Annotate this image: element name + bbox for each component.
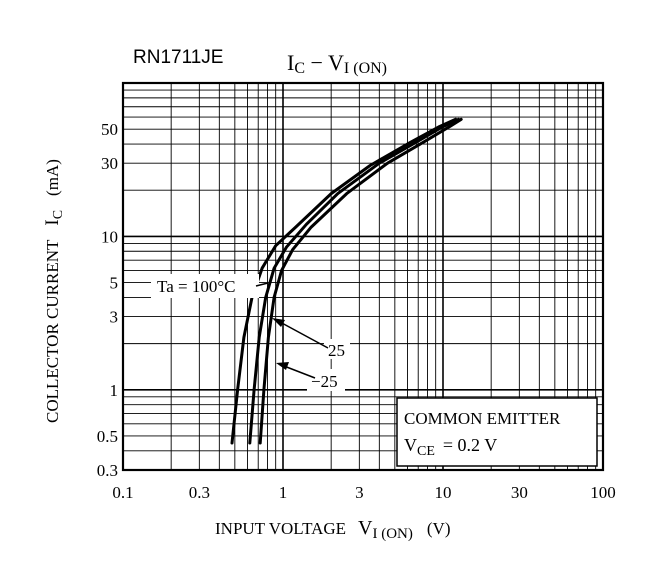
y-axis-label-sub: C xyxy=(51,210,66,219)
y-axis-label: COLLECTOR CURRENT IC (mA) xyxy=(42,159,66,423)
label-25: 25 xyxy=(328,341,345,360)
arrow-m25 xyxy=(283,365,316,379)
y-tick-label: 10 xyxy=(101,227,118,246)
arrowhead-25 xyxy=(272,318,285,327)
x-tick-label: 30 xyxy=(511,483,528,502)
label-bg-m25 xyxy=(307,369,345,391)
label-bg-25 xyxy=(324,339,350,359)
y-axis-label-i: I xyxy=(42,219,63,225)
y-tick-label: 30 xyxy=(101,154,118,173)
x-axis-label-v: V xyxy=(358,517,373,539)
annotation-value: = 0.2 V xyxy=(443,435,497,455)
x-tick-label: 0.3 xyxy=(189,483,210,502)
x-tick-label: 3 xyxy=(355,483,364,502)
y-tick-labels: 0.3 0.5 1 3 5 10 30 50 xyxy=(97,120,118,480)
y-tick-label: 50 xyxy=(101,120,118,139)
annotation-box: COMMON EMITTER VCE = 0.2 V xyxy=(396,397,598,467)
y-tick-label: 5 xyxy=(110,274,119,293)
x-axis-label-text: INPUT VOLTAGE xyxy=(215,519,346,538)
x-tick-label: 10 xyxy=(435,483,452,502)
x-axis-label-sub: I (ON) xyxy=(372,526,412,542)
x-tick-label: 100 xyxy=(590,483,616,502)
y-axis-label-unit: (mA) xyxy=(43,159,62,196)
arrow-25 xyxy=(279,321,329,349)
x-axis-label-unit: (V) xyxy=(427,519,451,538)
x-axis-label: INPUT VOLTAGE VI (ON) (V) xyxy=(215,517,451,542)
x-tick-label: 1 xyxy=(279,483,288,502)
title-ic-sub: C xyxy=(294,60,305,77)
label-m25: −25 xyxy=(311,372,338,391)
title-dash: − xyxy=(305,50,328,75)
x-tick-label: 0.1 xyxy=(112,483,133,502)
label-bg-ta100 xyxy=(151,274,259,298)
y-tick-label: 0.3 xyxy=(97,461,118,480)
title-v-sub: I (ON) xyxy=(344,60,387,77)
curves xyxy=(230,117,463,445)
y-tick-label: 0.5 xyxy=(97,427,118,446)
svg-text:IC − VI (ON): IC − VI (ON) xyxy=(287,50,387,77)
title-v: V xyxy=(328,50,344,75)
annotation-line2: VCE = 0.2 V xyxy=(404,435,497,459)
annotation-v: V xyxy=(404,435,417,455)
curve-series-2 xyxy=(258,117,463,445)
y-tick-label: 3 xyxy=(110,308,119,327)
y-tick-label: 1 xyxy=(110,381,119,400)
plot-frame xyxy=(121,81,605,472)
title-ic: I xyxy=(287,50,294,75)
curve-series-0 xyxy=(230,117,458,445)
label-ta100: Ta = 100°C xyxy=(157,277,235,296)
leader-ta100 xyxy=(255,282,269,287)
annotation-v-sub: CE xyxy=(417,444,435,459)
y-axis-label-text: COLLECTOR CURRENT xyxy=(43,239,62,423)
x-tick-labels: 0.1 0.3 1 3 10 30 100 xyxy=(112,483,615,502)
part-number: RN1711JE xyxy=(133,47,223,68)
chart-title: IC − VI (ON) xyxy=(287,50,387,77)
curve-series-1 xyxy=(248,117,460,445)
annotation-line1: COMMON EMITTER xyxy=(404,409,561,428)
arrowhead-m25 xyxy=(276,362,289,370)
